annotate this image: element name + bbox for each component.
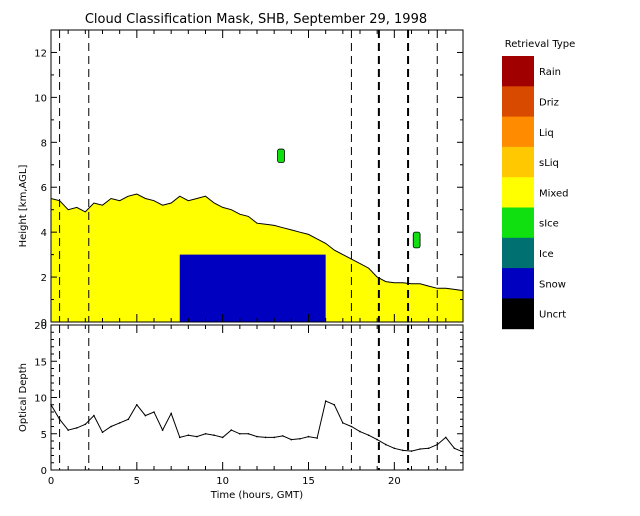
optical-depth-point-13 — [161, 429, 164, 431]
bottom-ytick-label-0: 0 — [41, 466, 47, 477]
top-ytick-label-1: 2 — [41, 273, 47, 284]
legend-label-sliq: sLiq — [539, 158, 559, 169]
optical-depth-point-32 — [324, 400, 327, 402]
optical-depth-point-34 — [342, 422, 344, 424]
optical-depth-point-5 — [93, 414, 95, 417]
legend-swatch-mixed — [502, 177, 534, 208]
optical-depth-point-28 — [290, 438, 293, 441]
legend-label-snow: Snow — [539, 279, 566, 290]
optical-depth-point-17 — [196, 435, 198, 438]
top-ytick-label-5: 10 — [34, 93, 47, 104]
legend-swatch-snow — [502, 268, 534, 299]
bottom-y-axis-label: Optical Depth — [18, 363, 29, 432]
optical-depth-point-37 — [367, 434, 370, 437]
optical-depth-point-29 — [299, 438, 301, 440]
optical-depth-point-43 — [419, 448, 421, 450]
optical-depth-point-4 — [84, 423, 87, 426]
top-ytick-label-0: 0 — [41, 318, 47, 329]
bottom-xtick-label-3: 15 — [302, 476, 315, 487]
optical-depth-point-15 — [179, 436, 181, 439]
top-ytick-label-6: 12 — [34, 48, 47, 59]
optical-depth-point-35 — [350, 425, 353, 428]
bottom-xtick-label-4: 20 — [388, 476, 401, 487]
optical-depth-point-18 — [204, 433, 207, 435]
legend-title: Retrieval Type — [505, 39, 576, 50]
optical-depth-point-20 — [221, 436, 224, 439]
optical-depth-point-16 — [187, 434, 190, 437]
optical-depth-point-22 — [239, 433, 241, 435]
legend-swatch-ice — [502, 237, 534, 269]
bottom-xtick-label-0: 0 — [48, 476, 54, 487]
legend-label-liq: Liq — [539, 128, 554, 139]
optical-depth-point-42 — [410, 450, 413, 452]
bottom-xtick-label-1: 5 — [134, 476, 140, 487]
legend: Retrieval Type Rain Driz Liq sLiq Mixed sIce Ic… — [502, 39, 576, 330]
optical-depth-point-11 — [144, 414, 147, 417]
optical-depth-point-44 — [427, 447, 430, 450]
optical-depth-point-24 — [256, 435, 258, 438]
legend-swatch-sliq — [502, 146, 534, 178]
optical-depth-point-6 — [101, 431, 104, 434]
optical-depth-point-31 — [316, 437, 318, 439]
snow-region — [179, 254, 326, 322]
optical-depth-point-27 — [282, 435, 284, 437]
height-panel: 0 2 4 6 8 10 12 — [34, 29, 464, 329]
optical-depth-point-25 — [264, 436, 267, 439]
optical-depth-point-19 — [213, 434, 215, 437]
legend-label-mixed: Mixed — [539, 188, 569, 199]
bottom-ytick-label-2: 10 — [34, 394, 47, 405]
optical-depth-point-41 — [402, 449, 404, 452]
optical-depth-point-47 — [453, 447, 456, 450]
optical-depth-point-7 — [110, 425, 112, 428]
optical-depth-point-2 — [67, 429, 69, 431]
optical-depth-point-9 — [127, 418, 130, 421]
optical-depth-point-30 — [307, 435, 310, 438]
legend-label-ice: Ice — [539, 249, 554, 260]
legend-label-driz: Driz — [539, 97, 559, 108]
optical-depth-series — [50, 400, 464, 453]
bottom-xtick-label-2: 10 — [216, 476, 229, 487]
optical-depth-point-46 — [445, 436, 447, 439]
optical-depth-point-39 — [385, 443, 387, 446]
optical-depth-point-36 — [359, 430, 361, 433]
x-axis-label: Time (hours, GMT) — [210, 490, 304, 501]
optical-depth-point-12 — [153, 411, 155, 413]
sice-patch-1 — [412, 231, 421, 249]
legend-label-rain: Rain — [539, 67, 561, 78]
legend-swatch-rain — [502, 56, 534, 87]
top-ytick-label-3: 6 — [41, 183, 47, 194]
legend-swatch-sice — [502, 207, 534, 239]
optical-depth-point-26 — [273, 436, 276, 439]
bottom-ytick-label-3: 15 — [34, 357, 47, 368]
optical-depth-point-38 — [376, 438, 379, 441]
legend-swatch-uncrt — [502, 298, 534, 330]
bottom-ytick-label-4: 20 — [34, 321, 47, 332]
top-ytick-label-4: 8 — [41, 138, 47, 149]
optical-depth-point-8 — [118, 422, 121, 424]
top-y-axis-label: Height [km,AGL] — [18, 165, 29, 248]
legend-label-sice: sIce — [539, 219, 559, 230]
optical-depth-point-10 — [136, 404, 138, 406]
bottom-panel-frame — [50, 324, 464, 471]
optical-depth-point-40 — [393, 447, 396, 450]
optical-depth-point-3 — [76, 427, 78, 429]
optical-depth-point-21 — [230, 429, 233, 431]
optical-depth-point-33 — [333, 404, 336, 406]
optical-depth-point-23 — [247, 433, 250, 435]
sice-patch-0 — [277, 148, 285, 163]
legend-label-uncrt: Uncrt — [539, 310, 566, 321]
bottom-ytick-label-1: 5 — [41, 430, 47, 441]
chart-title: Cloud Classification Mask, SHB, Septembe… — [85, 12, 427, 27]
optical-depth-point-14 — [170, 412, 172, 415]
legend-swatch-liq — [502, 116, 534, 148]
legend-swatch-driz — [502, 86, 534, 118]
top-ytick-label-2: 4 — [41, 228, 47, 239]
